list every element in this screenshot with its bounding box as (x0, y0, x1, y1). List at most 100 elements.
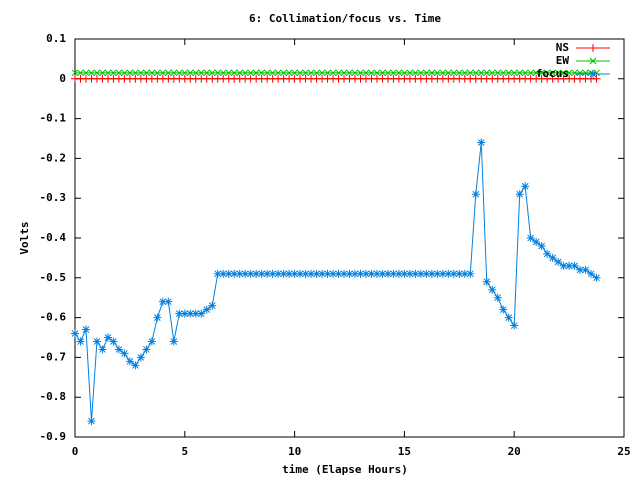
point-marker (197, 69, 205, 77)
point-marker (159, 69, 167, 77)
x-tick-label: 25 (617, 445, 630, 458)
point-marker (175, 69, 183, 77)
point-marker (318, 69, 326, 77)
point-marker (499, 69, 507, 77)
y-tick-label: -0.9 (40, 430, 67, 443)
point-marker (570, 261, 579, 270)
legend-label: EW (556, 54, 570, 67)
point-marker (268, 269, 277, 278)
point-marker (230, 269, 239, 278)
point-marker (422, 269, 431, 278)
point-marker (92, 337, 101, 346)
y-tick-label: -0.5 (40, 271, 67, 284)
point-marker (526, 234, 535, 242)
point-marker (477, 138, 486, 147)
point-marker (214, 69, 222, 77)
point-marker (471, 190, 480, 199)
point-marker (560, 69, 567, 77)
legend-label: focus (536, 67, 569, 80)
point-marker (412, 69, 419, 77)
point-marker (252, 69, 260, 77)
point-marker (559, 261, 568, 270)
point-marker (543, 249, 552, 258)
point-marker (401, 69, 408, 77)
point-marker (88, 69, 95, 77)
point-marker (269, 69, 276, 77)
point-marker (488, 69, 496, 77)
point-marker (164, 297, 173, 306)
y-tick-label: -0.8 (40, 390, 67, 403)
point-marker (532, 69, 540, 77)
point-marker (532, 237, 541, 246)
point-marker (372, 269, 381, 278)
point-marker (350, 269, 359, 278)
point-marker (444, 69, 452, 77)
point-marker (335, 69, 342, 77)
point-marker (565, 69, 573, 77)
point-marker (120, 349, 129, 358)
y-tick-label: -0.1 (40, 112, 67, 125)
point-marker (340, 269, 349, 278)
point-marker (340, 69, 348, 77)
point-marker (515, 190, 524, 199)
point-marker (147, 337, 156, 346)
point-marker (527, 69, 535, 77)
point-marker (285, 69, 293, 77)
point-marker (565, 261, 574, 270)
point-marker (411, 269, 420, 278)
point-marker (405, 269, 414, 278)
point-marker (504, 313, 513, 322)
x-axis-label: time (Elapse Hours) (282, 463, 408, 476)
point-marker (323, 269, 332, 278)
x-tick-label: 20 (508, 445, 521, 458)
point-marker (521, 182, 530, 191)
point-marker (362, 69, 370, 77)
point-marker (137, 69, 145, 77)
point-marker (406, 69, 414, 77)
point-marker (383, 269, 392, 278)
point-marker (104, 69, 112, 77)
point-marker (170, 69, 178, 77)
point-marker (313, 69, 320, 77)
point-marker (296, 269, 305, 278)
point-marker (373, 69, 381, 77)
point-marker (77, 69, 84, 77)
point-marker (538, 69, 546, 77)
point-marker (592, 273, 601, 282)
point-marker (587, 269, 596, 278)
point-marker (169, 337, 178, 346)
x-tick-label: 15 (398, 445, 411, 458)
point-marker (257, 269, 266, 278)
point-marker (455, 269, 464, 278)
point-marker (571, 69, 578, 77)
point-marker (213, 269, 222, 278)
point-marker (554, 69, 562, 77)
point-marker (510, 321, 519, 330)
point-marker (416, 269, 425, 278)
point-marker (395, 69, 403, 77)
point-marker (236, 69, 244, 77)
point-marker (71, 329, 79, 338)
point-marker (466, 69, 474, 77)
point-marker (285, 269, 294, 278)
point-marker (482, 277, 491, 286)
point-marker (389, 269, 398, 278)
legend-marker (589, 44, 597, 52)
point-marker (81, 325, 90, 334)
point-marker (87, 417, 96, 426)
point-marker (142, 345, 151, 354)
point-marker (576, 69, 584, 77)
point-marker (296, 69, 304, 77)
y-tick-label: -0.3 (40, 191, 67, 204)
point-marker (379, 69, 386, 77)
point-marker (357, 69, 364, 77)
point-marker (318, 269, 327, 278)
point-marker (554, 257, 563, 266)
point-marker (114, 345, 123, 354)
point-marker (345, 269, 354, 278)
point-marker (125, 357, 134, 366)
point-marker (450, 69, 458, 77)
point-marker (433, 69, 441, 77)
chart-title: 6: Collimation/focus vs. Time (249, 12, 441, 25)
legend-marker (589, 57, 597, 65)
